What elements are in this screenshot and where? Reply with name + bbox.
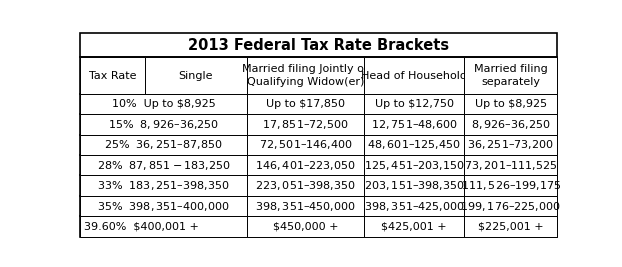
Bar [80, 175, 557, 196]
Bar [80, 57, 144, 94]
Bar [80, 155, 557, 175]
Bar [80, 135, 557, 155]
Bar [80, 33, 557, 57]
Bar [364, 196, 465, 216]
Bar [247, 216, 364, 237]
Text: $223,051 – $398,350: $223,051 – $398,350 [255, 179, 356, 192]
Bar [364, 175, 465, 196]
Bar [465, 57, 557, 94]
Bar [80, 175, 247, 196]
Text: 25%  $36,251 – $87,850: 25% $36,251 – $87,850 [104, 138, 223, 151]
Bar [80, 216, 247, 237]
Bar [80, 94, 557, 114]
Bar [80, 135, 247, 155]
Bar [364, 135, 465, 155]
Bar [80, 57, 557, 94]
Text: $72,501 – $146,400: $72,501 – $146,400 [259, 138, 353, 151]
Text: $8,926 – $36,250: $8,926 – $36,250 [471, 118, 550, 131]
Text: $398,351 – $425,000: $398,351 – $425,000 [364, 199, 465, 213]
Bar [465, 155, 557, 175]
Bar [247, 155, 364, 175]
Text: Married filing
separately: Married filing separately [474, 64, 548, 87]
Text: Up to $8,925: Up to $8,925 [475, 99, 547, 109]
Bar [144, 57, 247, 94]
Bar [465, 216, 557, 237]
Bar [80, 114, 557, 135]
Bar [364, 94, 465, 114]
Text: $17,851 – $72,500: $17,851 – $72,500 [262, 118, 349, 131]
Bar [247, 196, 364, 216]
Text: $199,176 – $225,000: $199,176 – $225,000 [460, 199, 561, 213]
Bar [364, 216, 465, 237]
Text: 35%  $398,351 – $400,000: 35% $398,351 – $400,000 [97, 199, 230, 213]
Bar [465, 196, 557, 216]
Bar [364, 155, 465, 175]
Text: $36,251 – $73,200: $36,251 – $73,200 [468, 138, 554, 151]
Text: $111,526 – $199,175: $111,526 – $199,175 [460, 179, 561, 192]
Bar [465, 175, 557, 196]
Text: $203,151 – $398,350: $203,151 – $398,350 [364, 179, 465, 192]
Bar [80, 196, 247, 216]
Text: $73,201 – $111,525: $73,201 – $111,525 [464, 159, 558, 172]
Bar [364, 57, 465, 94]
Bar [465, 135, 557, 155]
Text: Single: Single [179, 70, 213, 81]
Text: $146,401 – $223,050: $146,401 – $223,050 [255, 159, 356, 172]
Bar [465, 114, 557, 135]
Bar [364, 114, 465, 135]
Bar [247, 175, 364, 196]
Text: 28%  $87,851-$183,250: 28% $87,851-$183,250 [97, 159, 231, 172]
Text: $48,601 – $125,450: $48,601 – $125,450 [367, 138, 461, 151]
Text: $125,451 – $203,150: $125,451 – $203,150 [364, 159, 465, 172]
Bar [247, 57, 364, 94]
Text: 10%  Up to $8,925: 10% Up to $8,925 [112, 99, 216, 109]
Text: 33%  $183,251 – $398,350: 33% $183,251 – $398,350 [97, 179, 230, 192]
Text: 2013 Federal Tax Rate Brackets: 2013 Federal Tax Rate Brackets [188, 38, 449, 53]
Text: $425,001 +: $425,001 + [381, 221, 447, 231]
Text: 15%  $8,926 – $36,250: 15% $8,926 – $36,250 [108, 118, 220, 131]
Text: $12,751 – $48,600: $12,751 – $48,600 [371, 118, 458, 131]
Bar [80, 94, 247, 114]
Bar [247, 114, 364, 135]
Text: $450,000 +: $450,000 + [273, 221, 338, 231]
Text: Tax Rate: Tax Rate [88, 70, 136, 81]
Text: 39.60%  $400,001 +: 39.60% $400,001 + [84, 221, 199, 231]
Text: Head of Household: Head of Household [361, 70, 467, 81]
Bar [247, 94, 364, 114]
Text: Married filing Jointly or
Qualifying Widow(er): Married filing Jointly or Qualifying Wid… [243, 64, 369, 87]
Bar [247, 135, 364, 155]
Text: $225,001 +: $225,001 + [478, 221, 544, 231]
Bar [80, 216, 557, 237]
Bar [465, 94, 557, 114]
Bar [80, 196, 557, 216]
Text: Up to $12,750: Up to $12,750 [374, 99, 453, 109]
Text: $398,351 – $450,000: $398,351 – $450,000 [255, 199, 356, 213]
Bar [80, 114, 247, 135]
Text: Up to $17,850: Up to $17,850 [266, 99, 345, 109]
Bar [80, 155, 247, 175]
